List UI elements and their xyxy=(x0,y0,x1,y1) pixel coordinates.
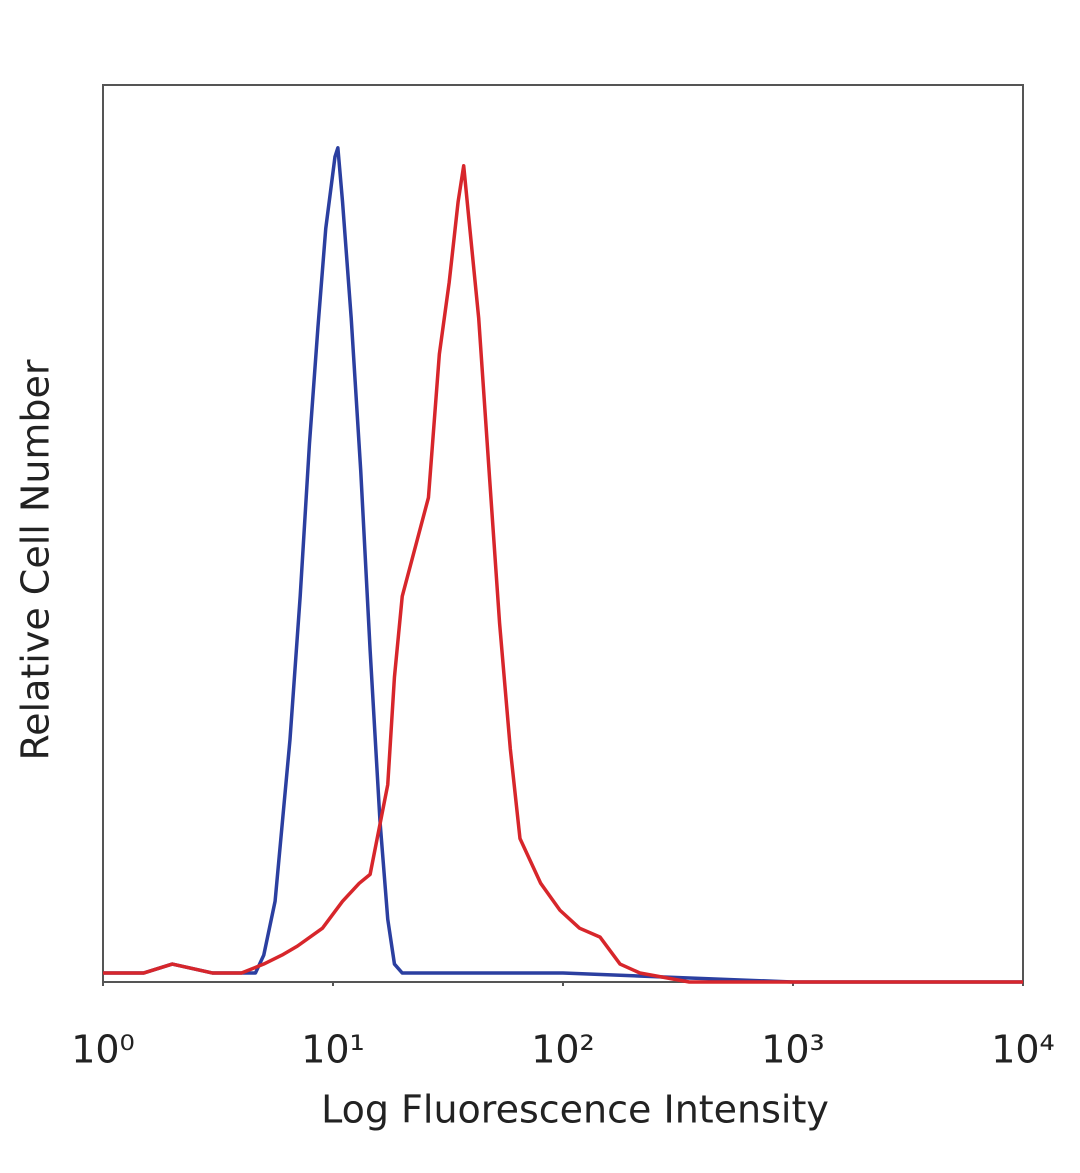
x-tick-label: 10⁰ xyxy=(71,1028,135,1072)
x-tick-label: 10² xyxy=(531,1028,595,1072)
x-axis-label: Log Fluorescence Intensity xyxy=(321,1088,829,1132)
x-tick-label: 10¹ xyxy=(301,1028,365,1072)
x-tick-label: 10³ xyxy=(761,1028,825,1072)
plot-frame xyxy=(102,84,1024,983)
histogram-line xyxy=(103,163,1023,984)
y-axis-label: Relative Cell Number xyxy=(14,359,58,760)
x-tick-label: 10⁴ xyxy=(991,1028,1055,1072)
histogram-line xyxy=(103,146,1023,984)
